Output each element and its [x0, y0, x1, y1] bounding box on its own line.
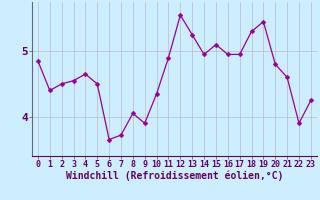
X-axis label: Windchill (Refroidissement éolien,°C): Windchill (Refroidissement éolien,°C) [66, 171, 283, 181]
